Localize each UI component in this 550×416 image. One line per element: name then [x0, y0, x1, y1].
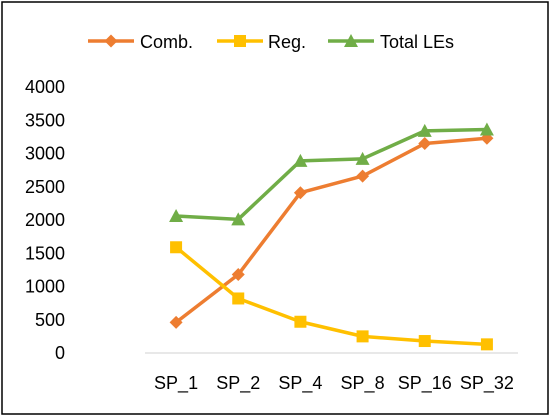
legend-marker [344, 34, 358, 47]
legend-item: Reg. [217, 32, 306, 52]
data-point [418, 335, 431, 348]
x-axis: SP_1 SP_2 SP_4 SP_8 SP_16 SP_32 [145, 352, 518, 394]
x-tick-label: SP_8 [341, 373, 385, 394]
x-tick-label: SP_4 [278, 373, 322, 394]
legend-label: Comb. [140, 32, 193, 52]
data-point [418, 137, 432, 151]
data-point [169, 209, 184, 223]
legend-label: Total LEs [380, 32, 454, 52]
legend-marker [234, 35, 246, 47]
x-tick-label: SP_16 [398, 373, 452, 394]
y-axis: 4000 3500 3000 2500 2000 1500 1000 500 0 [25, 77, 65, 363]
x-tick-label: SP_1 [154, 373, 198, 394]
y-tick-label: 1000 [25, 277, 65, 297]
y-tick-label: 3500 [25, 110, 65, 130]
y-tick-label: 2500 [25, 177, 65, 197]
data-point [356, 169, 370, 183]
data-point [170, 241, 183, 254]
series-line [174, 127, 489, 222]
data-point [417, 123, 432, 137]
series-total-les [169, 122, 494, 226]
y-tick-label: 0 [55, 343, 65, 363]
data-point [169, 315, 183, 329]
y-tick-label: 3000 [25, 144, 65, 164]
series-line [174, 245, 489, 347]
data-point [231, 212, 246, 226]
data-point [294, 315, 307, 328]
y-tick-label: 4000 [25, 77, 65, 97]
legend-marker [104, 34, 118, 48]
data-point [293, 186, 307, 200]
legend-item: Total LEs [328, 32, 454, 52]
legend-label: Reg. [268, 32, 306, 52]
legend: Comb. Reg. Total LEs [88, 32, 454, 52]
x-tick-label: SP_2 [216, 373, 260, 394]
data-point [231, 268, 245, 282]
y-tick-label: 2000 [25, 210, 65, 230]
data-point [293, 153, 308, 167]
series-area [169, 122, 494, 351]
data-point [355, 151, 370, 165]
y-tick-label: 1500 [25, 243, 65, 263]
legend-item: Comb. [88, 32, 193, 52]
data-point [480, 338, 493, 351]
series-line [174, 136, 489, 325]
data-point [356, 330, 369, 343]
x-tick-label: SP_32 [460, 373, 514, 394]
data-point [232, 292, 245, 305]
y-tick-label: 500 [35, 310, 65, 330]
series-reg [170, 241, 493, 351]
data-point [479, 122, 494, 136]
